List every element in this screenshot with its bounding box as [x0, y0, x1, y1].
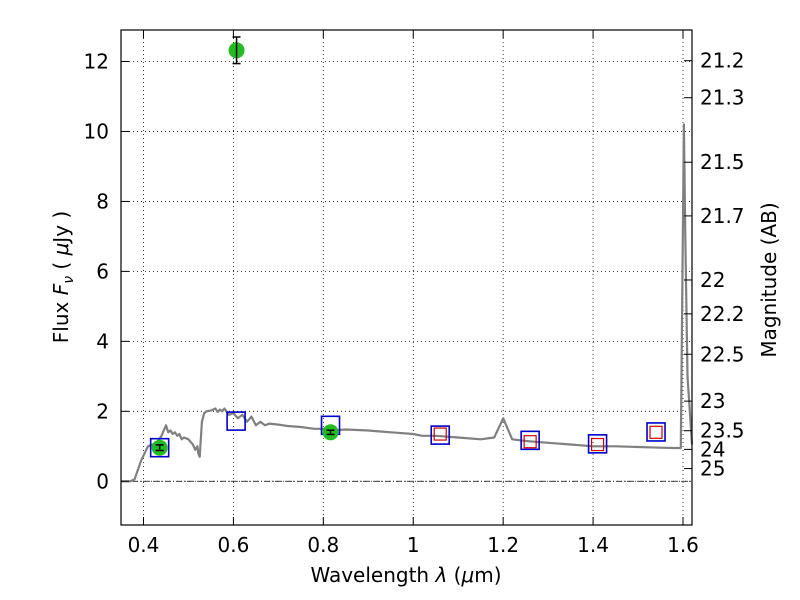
y-axis-label: Flux Fν ( μJy ) [49, 211, 77, 343]
x-tick-label: 1.4 [577, 533, 609, 557]
synthetic-photometry-point [430, 425, 451, 445]
magnitude-tick-label: 21.7 [700, 204, 745, 228]
model-sed-line [121, 123, 694, 483]
x-tick-label: 1 [407, 533, 420, 557]
y-tick-label: 4 [96, 329, 109, 353]
upper-limit-point [433, 427, 447, 441]
synthetic-photometry-point [646, 422, 666, 442]
synthetic-photometry-point [587, 434, 608, 454]
upper-limit-point [523, 435, 537, 449]
y-tick-label: 0 [96, 469, 109, 493]
x-tick-label: 0.4 [128, 533, 160, 557]
x-tick-label: 0.6 [217, 533, 249, 557]
y-tick-label: 2 [96, 399, 109, 423]
x-axis-label: Wavelength λ (μm) [310, 563, 501, 587]
y2-axis-label: Magnitude (AB) [757, 202, 781, 357]
magnitude-tick-label: 22.5 [700, 342, 745, 366]
upper-limit-point [649, 425, 663, 439]
y-tick-label: 10 [84, 119, 109, 143]
synthetic-photometry-point [149, 437, 170, 458]
y-tick-label: 12 [84, 49, 109, 73]
plot-frame [120, 29, 693, 526]
magnitude-tick-label: 24 [700, 437, 725, 461]
magnitude-tick-label: 23.5 [700, 419, 745, 443]
upper-limit-point [590, 437, 605, 452]
synthetic-photometry-point [520, 430, 540, 451]
magnitude-tick-label: 21.2 [700, 49, 745, 73]
magnitude-tick-label: 25 [700, 457, 725, 481]
x-tick-label: 1.6 [667, 533, 699, 557]
grid [121, 30, 692, 525]
magnitude-tick-label: 21.5 [700, 150, 745, 174]
series [121, 36, 694, 483]
magnitude-tick-label: 23 [700, 389, 725, 413]
x-tick-label: 0.8 [307, 533, 339, 557]
y-tick-label: 8 [96, 189, 109, 213]
synthetic-photometry-point [226, 411, 246, 431]
magnitude-tick-label: 21.3 [700, 86, 745, 110]
x-tick-label: 1.2 [487, 533, 519, 557]
magnitude-tick-label: 22.2 [700, 302, 745, 326]
y-tick-label: 6 [96, 259, 109, 283]
magnitude-tick-label: 22 [700, 268, 725, 292]
